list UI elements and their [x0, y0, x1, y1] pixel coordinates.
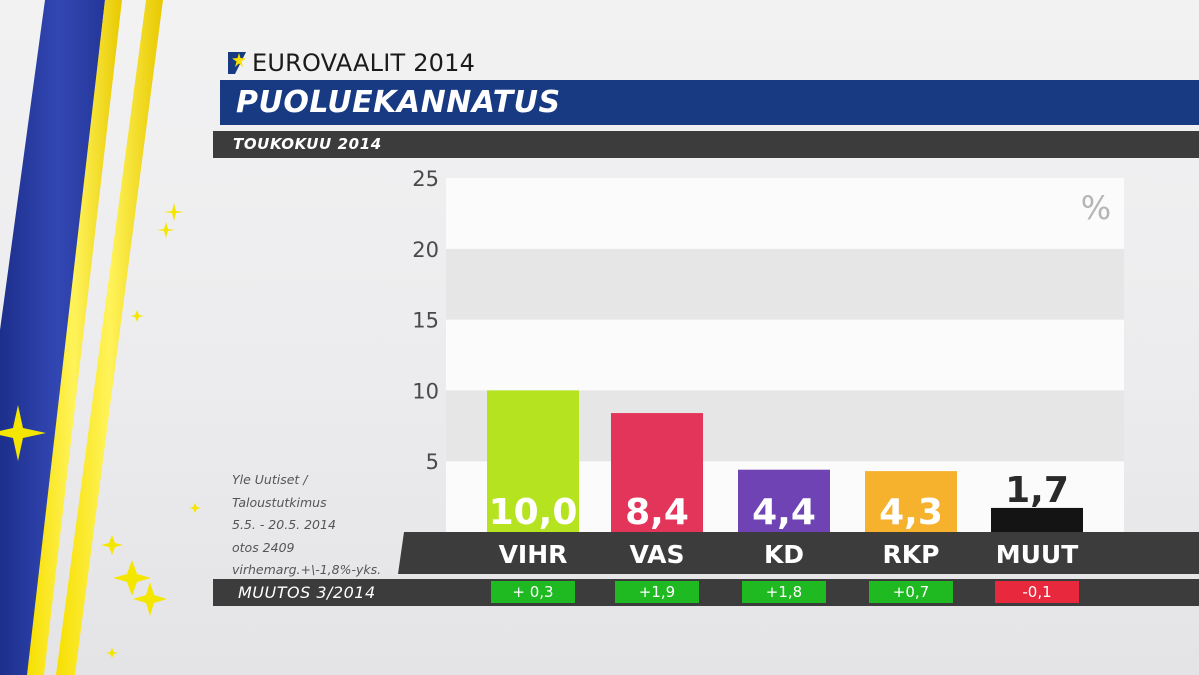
page-subtitle: TOUKOKUU 2014 — [213, 131, 1199, 158]
change-box-muut: -0,1 — [995, 581, 1079, 603]
star-icon — [157, 222, 175, 238]
grid-band — [446, 319, 1124, 391]
star-icon — [189, 503, 201, 513]
bar — [487, 390, 579, 532]
star-icon — [133, 582, 167, 616]
unit-label: % — [1081, 189, 1111, 227]
bar — [865, 471, 957, 532]
page-title: PUOLUEKANNATUS — [220, 80, 1199, 125]
change-box-vas: +1,9 — [615, 581, 699, 603]
grid-band — [446, 178, 1124, 249]
data-label: 1,7 — [1005, 470, 1069, 511]
brand-logo: EUROVAALIT 2014 — [226, 48, 475, 78]
change-box-vihr: + 0,3 — [491, 581, 575, 603]
source-note: Yle Uutiset / Taloustutkimus 5.5. - 20.5… — [232, 469, 402, 582]
star-icon — [164, 203, 184, 221]
grid-band — [446, 248, 1124, 320]
source-line: Yle Uutiset / — [232, 472, 308, 487]
data-label: 4,3 — [879, 492, 943, 533]
y-tick-label: 15 — [412, 309, 439, 333]
change-label: MUUTOS 3/2014 — [238, 583, 376, 602]
change-box-rkp: +0,7 — [869, 581, 953, 603]
bar — [991, 507, 1083, 532]
data-label: 10,0 — [489, 492, 578, 533]
brand-text: EUROVAALIT 2014 — [252, 49, 476, 77]
change-box-kd: +1,8 — [742, 581, 826, 603]
data-label: 8,4 — [625, 492, 689, 533]
source-line: virhemarg.+\-1,8%-yks. — [232, 562, 382, 577]
star-icon — [106, 648, 118, 658]
star-icon — [113, 560, 151, 596]
y-tick-label: 5 — [426, 450, 439, 474]
bar — [611, 413, 703, 532]
category-label: VIHR — [499, 540, 568, 569]
category-label: MUUT — [996, 540, 1079, 569]
y-tick-label: 10 — [412, 379, 439, 403]
category-band — [398, 532, 1199, 574]
bar — [738, 469, 830, 532]
blue-ribbon — [0, 0, 105, 675]
eurovaalit-logo-icon — [228, 52, 246, 74]
category-label: VAS — [629, 540, 684, 569]
data-label: 4,4 — [752, 492, 816, 533]
yellow-ribbon-right — [56, 0, 163, 675]
yellow-ribbon-left — [27, 0, 122, 675]
category-label: KD — [764, 540, 804, 569]
star-icon — [130, 310, 144, 322]
y-tick-label: 25 — [412, 167, 439, 191]
star-icon — [0, 405, 46, 461]
category-label: RKP — [883, 540, 940, 569]
source-line: otos 2409 — [232, 539, 295, 555]
source-line: Taloustutkimus — [232, 494, 327, 510]
star-icon — [101, 535, 123, 555]
y-tick-label: 20 — [412, 238, 439, 262]
source-line: 5.5. - 20.5. 2014 — [232, 517, 336, 532]
